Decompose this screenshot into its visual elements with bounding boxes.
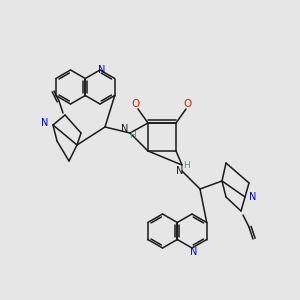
Text: N: N: [41, 118, 49, 128]
Text: O: O: [184, 99, 192, 109]
Text: N: N: [190, 247, 198, 257]
Text: N: N: [176, 166, 184, 176]
Text: O: O: [132, 99, 140, 109]
Text: N: N: [98, 65, 106, 75]
Text: H: H: [129, 131, 135, 140]
Text: N: N: [121, 124, 129, 134]
Text: N: N: [249, 192, 257, 202]
Text: H: H: [184, 160, 190, 169]
